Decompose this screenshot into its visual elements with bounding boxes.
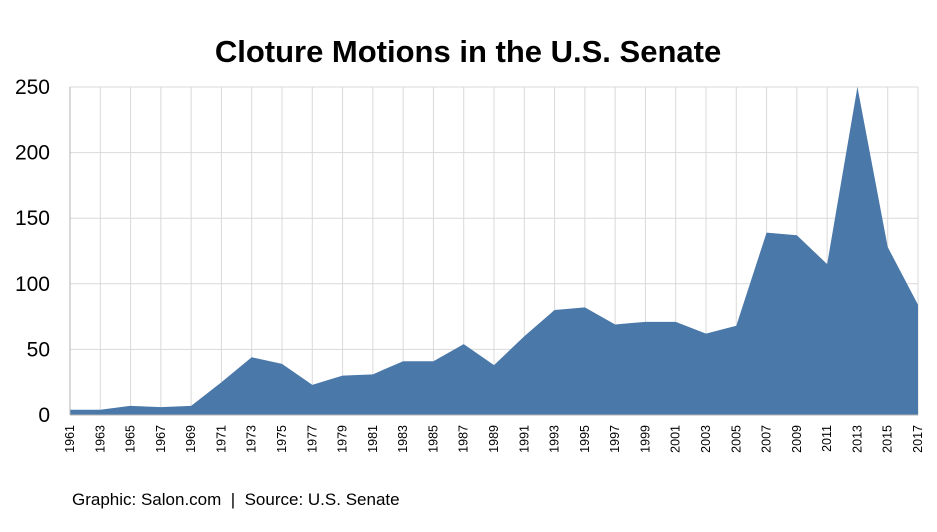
x-tick-label: 1969 — [184, 425, 198, 453]
x-tick-label: 1993 — [548, 425, 562, 453]
x-tick-label: 1999 — [638, 425, 652, 453]
x-tick-label: 1987 — [457, 425, 471, 453]
x-tick-label: 1965 — [124, 425, 138, 453]
credit-text: Graphic: Salon.com | Source: U.S. Senate — [72, 490, 400, 509]
y-tick-label: 150 — [15, 207, 50, 230]
x-tick-label: 1995 — [578, 425, 592, 453]
x-tick-label: 1997 — [608, 425, 622, 453]
x-tick-label: 1989 — [487, 425, 501, 453]
x-axis-ticks: 1961 1963 1965 1967 1969 1971 1973 1975 1977 1979… — [63, 425, 925, 453]
x-tick-label: 1973 — [245, 425, 259, 453]
x-tick-label: 2003 — [699, 425, 713, 453]
x-tick-label: 1963 — [93, 425, 107, 453]
x-tick-label: 1975 — [275, 425, 289, 453]
x-tick-label: 2017 — [911, 425, 925, 453]
chart-title: Cloture Motions in the U.S. Senate — [215, 34, 721, 69]
x-tick-label: 2013 — [850, 425, 864, 453]
axes — [69, 87, 918, 416]
x-tick-label: 2005 — [729, 425, 743, 453]
y-tick-label: 100 — [15, 273, 50, 296]
x-tick-label: 1961 — [63, 425, 77, 453]
x-tick-label: 2007 — [760, 425, 774, 453]
y-axis-ticks: 0 50 100 150 200 250 — [15, 76, 50, 427]
series-area — [70, 87, 918, 415]
y-tick-label: 250 — [15, 76, 50, 99]
x-tick-label: 2015 — [881, 425, 895, 453]
x-tick-label: 1981 — [366, 425, 380, 453]
x-tick-label: 2011 — [820, 425, 834, 452]
y-tick-label: 0 — [38, 404, 50, 427]
x-tick-label: 2001 — [669, 425, 683, 453]
x-tick-label: 2009 — [790, 425, 804, 453]
x-tick-label: 1991 — [517, 425, 531, 453]
x-tick-label: 1977 — [305, 425, 319, 453]
x-tick-label: 1983 — [396, 425, 410, 453]
x-tick-label: 1979 — [336, 425, 350, 453]
x-tick-label: 1985 — [426, 425, 440, 453]
y-tick-label: 50 — [27, 338, 50, 361]
x-tick-label: 1971 — [214, 425, 228, 453]
x-tick-label: 1967 — [154, 425, 168, 453]
y-tick-label: 200 — [15, 142, 50, 165]
